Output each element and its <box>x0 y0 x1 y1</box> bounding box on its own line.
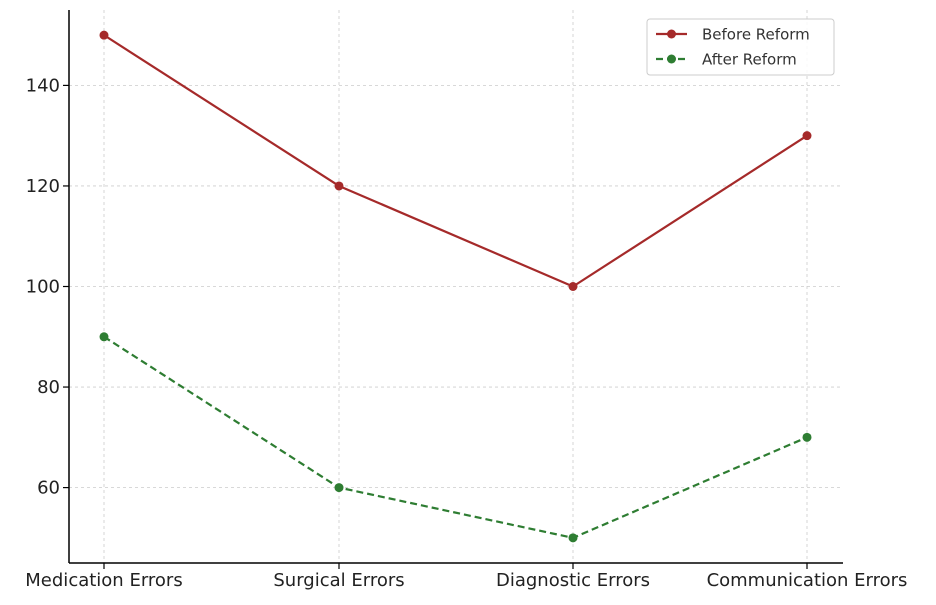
series-line <box>103 34 808 288</box>
legend-item: Before Reform <box>656 26 810 44</box>
x-tick-label: Medication Errors <box>25 570 182 591</box>
data-point <box>334 181 344 191</box>
legend-marker-swatch <box>667 54 676 64</box>
series-line <box>103 335 808 539</box>
y-tick-label: 140 <box>26 75 60 96</box>
legend-box <box>646 18 835 76</box>
grid <box>69 10 843 563</box>
y-tick-label: 60 <box>37 478 60 499</box>
series-after-reform <box>99 332 812 543</box>
x-tick-label: Diagnostic Errors <box>496 570 650 591</box>
y-tick-label: 120 <box>26 176 60 197</box>
x-tick-label: Surgical Errors <box>273 570 404 591</box>
data-point <box>99 332 109 342</box>
legend-marker-swatch <box>667 29 676 39</box>
series-layer <box>99 30 812 543</box>
y-tick-label: 100 <box>26 277 60 298</box>
legend-label: Before Reform <box>702 26 810 44</box>
legend: Before Reform After Reform <box>646 18 835 76</box>
legend-label: After Reform <box>702 51 797 69</box>
data-point <box>568 533 578 543</box>
legend-item: After Reform <box>656 51 797 69</box>
series-before-reform <box>99 30 812 291</box>
data-point <box>568 282 578 291</box>
data-point <box>802 131 812 141</box>
axes: 60 80 100 120 140 Medication Errors Surgical E… <box>25 10 907 591</box>
data-point <box>802 432 812 442</box>
data-point <box>334 483 344 493</box>
y-tick-label: 80 <box>37 377 60 398</box>
data-point <box>99 30 109 40</box>
x-tick-label: Communication Errors <box>707 570 908 591</box>
